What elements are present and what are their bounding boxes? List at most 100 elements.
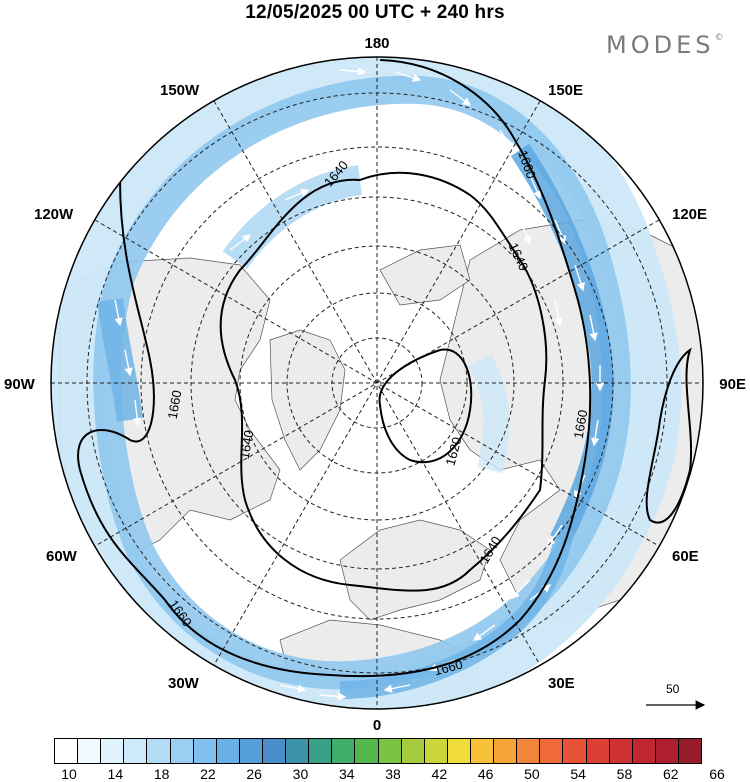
colorbar-cell: [632, 739, 656, 763]
colorbar-cell: [609, 739, 633, 763]
contour-1640-west: [219, 171, 548, 592]
colorbar-label: 30: [292, 766, 309, 782]
land-siberia-north: [379, 244, 471, 306]
contour-1620: [378, 348, 473, 464]
lon-label-90e: 90E: [719, 376, 746, 393]
lon-label-30w: 30W: [168, 675, 200, 692]
wind-arrow: [590, 419, 600, 447]
colorbar-cell: [586, 739, 610, 763]
colorbar-cell: [170, 739, 194, 763]
jet-inner-mid: [93, 75, 631, 690]
colorbar-cell: [78, 739, 102, 763]
lon-label-30e: 30E: [548, 675, 575, 692]
colorbar-cell: [239, 739, 263, 763]
colorbar-label: 38: [385, 766, 401, 782]
wind-scale-value: 50: [666, 682, 680, 696]
colorbar-cell: [355, 739, 379, 763]
colorbar-label: 14: [107, 766, 124, 782]
colorbar-labels: 10141822263034384246505458626670: [54, 766, 725, 782]
colorbar: [54, 738, 702, 764]
wind-arrow: [519, 219, 532, 245]
colorbar-cell: [447, 739, 471, 763]
colorbar-cell: [101, 739, 125, 763]
colorbar-cell: [55, 739, 79, 763]
wind-arrow: [229, 234, 252, 251]
wind-arrow: [472, 624, 496, 641]
contour-label: 1640: [237, 429, 257, 460]
contour-1660-east: [645, 347, 693, 524]
wind-arrow: [279, 684, 307, 693]
jet-outer-light: [51, 57, 682, 709]
wind-arrow: [383, 684, 411, 693]
contour-1660: [77, 59, 592, 678]
colorbar-label: 42: [431, 766, 448, 782]
wind-arrow: [449, 89, 472, 106]
colorbar-label: 50: [524, 766, 540, 782]
jet-core-asia: [510, 143, 614, 545]
wind-arrow: [554, 299, 563, 327]
wind-arrow: [589, 314, 598, 342]
lon-label-60w: 60W: [46, 548, 78, 565]
lon-label-60e: 60E: [672, 548, 699, 565]
lon-label-180: 180: [364, 35, 389, 52]
colorbar-label: 26: [246, 766, 262, 782]
wind-arrow: [499, 129, 514, 152]
contour-label: 1660: [165, 389, 185, 420]
colorbar-cell: [470, 739, 495, 763]
colorbar-cell: [401, 739, 425, 763]
map-boundary: [50, 56, 704, 710]
wind-arrow: [319, 692, 347, 701]
lon-label-90w: 90W: [4, 376, 36, 393]
wind-arrow: [554, 219, 567, 245]
wind-arrow: [114, 299, 123, 327]
wind-arrow: [511, 579, 531, 599]
brand-text: MODES: [606, 31, 715, 59]
colorbar-cell: [216, 739, 240, 763]
wind-arrow: [529, 174, 542, 200]
wind-arrow: [574, 264, 585, 292]
colorbar-cell: [286, 739, 310, 763]
colorbar-cell: [124, 739, 148, 763]
colorbar-label: 54: [570, 766, 586, 782]
colorbar-cell: [494, 739, 518, 763]
contour-label: 1660: [571, 409, 591, 440]
lon-label-120w: 120W: [34, 206, 74, 223]
colorbar-cell: [540, 739, 564, 763]
jet-branch-pacific: [222, 165, 363, 269]
colorbar-label: 62: [662, 766, 679, 782]
wind-arrow: [124, 349, 133, 377]
contour-label-group: 1640 1640 1640 1660 1660 1660 1660 1620 …: [165, 148, 591, 678]
meridians: [51, 57, 703, 709]
brand-logo: MODES©: [606, 31, 723, 59]
jet-shade-east: [468, 354, 510, 474]
lon-label-150e: 150E: [548, 82, 583, 99]
height-contours: [77, 59, 693, 678]
colorbar-cell: [309, 739, 333, 763]
colorbar-cell: [517, 739, 541, 763]
lon-label-0: 0: [373, 717, 381, 734]
longitude-label-group: 180 0 90W 90E 150W 120W 60W 30W 150E 120…: [4, 35, 746, 734]
colorbar-label: 58: [616, 766, 633, 782]
colorbar-cell: [563, 739, 587, 763]
contour-label: 1660: [432, 656, 464, 678]
colorbar-label: 18: [153, 766, 170, 782]
lon-label-120e: 120E: [672, 206, 707, 223]
colorbar-label: 22: [200, 766, 216, 782]
colorbar-label: 34: [338, 766, 355, 782]
colorbar-cell: [332, 739, 356, 763]
colorbar-label: 66: [709, 766, 725, 782]
lon-label-150w: 150W: [160, 82, 200, 99]
contour-label: 1620: [443, 435, 465, 467]
colorbar-cell: [678, 739, 702, 763]
jet-core-pacific-na: [97, 298, 143, 422]
colorbar-label: 10: [61, 766, 77, 782]
colorbar-label: 46: [477, 766, 494, 782]
colorbar-cell: [262, 739, 287, 763]
colorbar-cell: [193, 739, 217, 763]
wind-arrow: [132, 399, 142, 427]
land-greenland: [269, 329, 346, 471]
colorbar-cell: [147, 739, 171, 763]
wind-arrow: [284, 188, 310, 201]
wind-arrow: [339, 67, 367, 76]
